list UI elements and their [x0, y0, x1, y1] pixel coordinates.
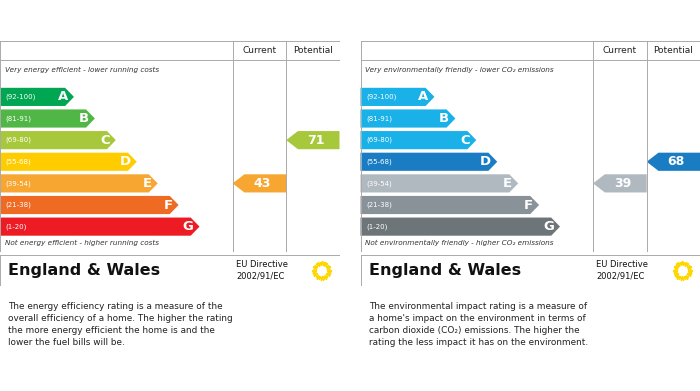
Polygon shape [0, 131, 116, 149]
Text: The environmental impact rating is a measure of
a home's impact on the environme: The environmental impact rating is a mea… [369, 301, 588, 347]
Polygon shape [360, 109, 456, 127]
Text: Potential: Potential [293, 46, 332, 55]
Polygon shape [360, 152, 497, 171]
Text: G: G [543, 220, 554, 233]
Polygon shape [286, 131, 339, 149]
Text: 43: 43 [253, 177, 271, 190]
Text: The energy efficiency rating is a measure of the
overall efficiency of a home. T: The energy efficiency rating is a measur… [8, 301, 233, 347]
Text: (39-54): (39-54) [366, 180, 392, 187]
Text: (55-68): (55-68) [366, 158, 392, 165]
Text: 39: 39 [614, 177, 631, 190]
Text: D: D [120, 155, 131, 168]
Text: 71: 71 [307, 134, 324, 147]
Text: EU Directive
2002/91/EC: EU Directive 2002/91/EC [236, 260, 288, 281]
Text: Environmental Impact (CO₂) Rating: Environmental Impact (CO₂) Rating [369, 17, 631, 30]
Text: England & Wales: England & Wales [8, 263, 160, 278]
Polygon shape [0, 109, 95, 127]
Text: 68: 68 [667, 155, 685, 168]
Text: (81-91): (81-91) [366, 115, 392, 122]
Text: B: B [439, 112, 449, 125]
Polygon shape [232, 174, 286, 192]
Polygon shape [0, 196, 178, 214]
Text: (69-80): (69-80) [366, 137, 392, 143]
Polygon shape [593, 174, 647, 192]
Text: Current: Current [242, 46, 276, 55]
Text: (21-38): (21-38) [366, 202, 392, 208]
Text: G: G [183, 220, 193, 233]
Text: (55-68): (55-68) [6, 158, 32, 165]
Text: F: F [163, 199, 172, 212]
Polygon shape [647, 152, 700, 171]
Text: (92-100): (92-100) [6, 93, 36, 100]
Text: (81-91): (81-91) [6, 115, 32, 122]
Text: D: D [480, 155, 491, 168]
Text: Not energy efficient - higher running costs: Not energy efficient - higher running co… [5, 240, 159, 246]
Polygon shape [360, 196, 539, 214]
Text: B: B [78, 112, 89, 125]
Text: (21-38): (21-38) [6, 202, 32, 208]
Polygon shape [360, 131, 476, 149]
Polygon shape [360, 217, 560, 236]
Polygon shape [0, 174, 158, 192]
Text: C: C [100, 134, 110, 147]
Polygon shape [0, 88, 74, 106]
Text: Current: Current [603, 46, 637, 55]
Text: E: E [142, 177, 151, 190]
Text: England & Wales: England & Wales [369, 263, 521, 278]
Text: Very environmentally friendly - lower CO₂ emissions: Very environmentally friendly - lower CO… [365, 67, 554, 73]
Text: (69-80): (69-80) [6, 137, 32, 143]
Text: E: E [503, 177, 512, 190]
Text: Very energy efficient - lower running costs: Very energy efficient - lower running co… [5, 67, 159, 73]
Polygon shape [0, 152, 136, 171]
Text: (1-20): (1-20) [366, 223, 388, 230]
Text: (39-54): (39-54) [6, 180, 32, 187]
Text: Potential: Potential [653, 46, 693, 55]
Text: (92-100): (92-100) [366, 93, 397, 100]
Text: A: A [57, 90, 68, 103]
Text: Not environmentally friendly - higher CO₂ emissions: Not environmentally friendly - higher CO… [365, 240, 554, 246]
Text: EU Directive
2002/91/EC: EU Directive 2002/91/EC [596, 260, 648, 281]
Polygon shape [360, 88, 435, 106]
Text: C: C [461, 134, 470, 147]
Text: F: F [524, 199, 533, 212]
Polygon shape [0, 217, 199, 236]
Text: Energy Efficiency Rating: Energy Efficiency Rating [8, 17, 192, 30]
Text: (1-20): (1-20) [6, 223, 27, 230]
Text: A: A [418, 90, 428, 103]
Polygon shape [360, 174, 518, 192]
